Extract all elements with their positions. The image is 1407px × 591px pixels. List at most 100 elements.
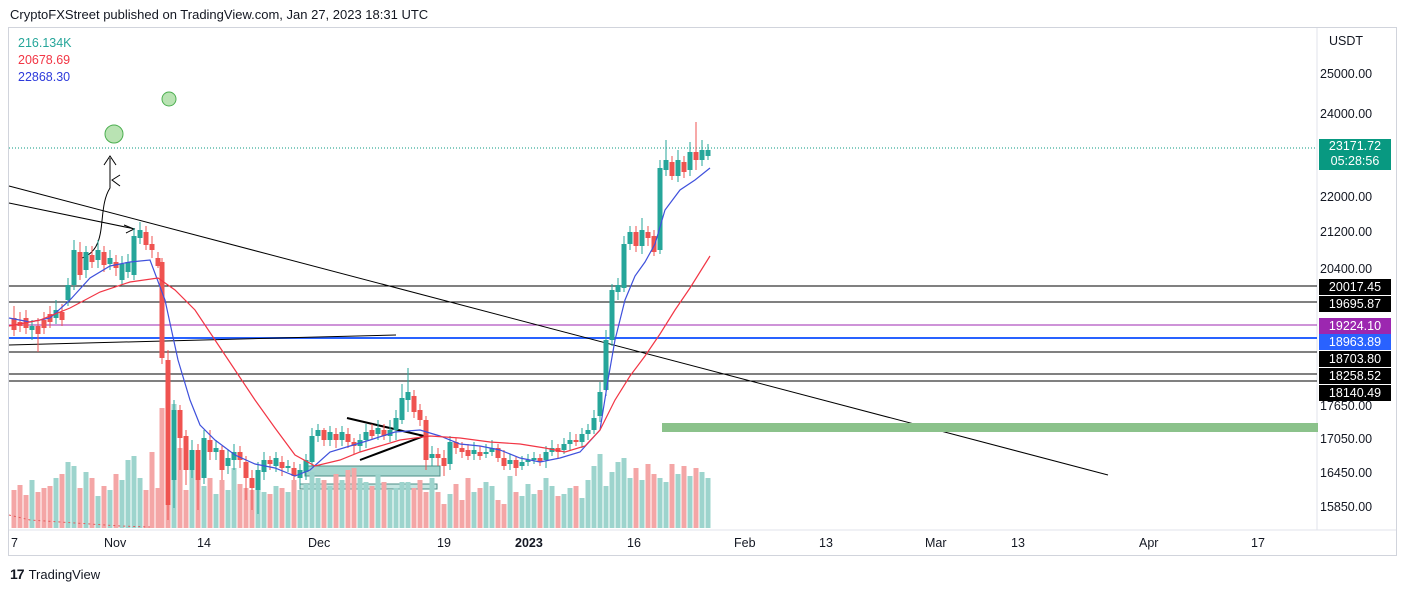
volume-bar — [155, 488, 161, 528]
candle-body — [585, 430, 591, 434]
volume-bar — [53, 478, 59, 528]
price-tick: 20400.00 — [1320, 262, 1373, 276]
volume-bar — [663, 482, 669, 528]
candle-body — [669, 162, 675, 176]
volume-bar — [459, 500, 465, 528]
volume-bar — [11, 490, 17, 528]
candle-body — [447, 442, 453, 464]
candle-body — [573, 440, 579, 442]
volume-bar — [621, 458, 627, 528]
candle-body — [687, 152, 693, 170]
volume-value: 216.134K — [18, 36, 72, 50]
volume-bar — [489, 486, 495, 528]
volume-bar — [393, 488, 399, 528]
candle-body — [279, 462, 285, 468]
candle-body — [333, 434, 339, 440]
volume-bar — [65, 462, 71, 528]
tradingview-logo-icon: 17 — [10, 566, 25, 582]
candle-body — [137, 230, 143, 238]
indicator-legend: 216.134K 20678.69 22868.30 — [18, 35, 72, 86]
volume-bar — [273, 486, 279, 528]
ma-slow-value: 20678.69 — [18, 53, 71, 67]
volume-bar — [387, 490, 393, 528]
level-tag: 18703.80 — [1319, 351, 1391, 367]
candle-body — [231, 452, 237, 460]
level-tag: 20017.45 — [1319, 279, 1391, 295]
current-price-value: 23171.72 — [1328, 139, 1382, 153]
candle-body — [171, 410, 177, 480]
candle-body — [405, 392, 411, 400]
candle-body — [183, 436, 189, 470]
candle-body — [423, 420, 429, 460]
tradingview-branding[interactable]: 17 TradingView — [10, 566, 100, 582]
volume-bar — [143, 490, 149, 528]
volume-bar — [513, 492, 519, 528]
ma-fast-value: 22868.30 — [18, 70, 71, 84]
volume-bar — [573, 486, 579, 528]
volume-bar — [561, 494, 567, 528]
currency-label[interactable]: USDT — [1329, 34, 1364, 48]
candle-body — [219, 450, 225, 470]
candle-body — [603, 340, 609, 390]
volume-bar — [417, 480, 423, 528]
candle-body — [531, 458, 537, 460]
candle-body — [189, 450, 195, 470]
candle-body — [417, 410, 423, 420]
volume-bar — [213, 494, 219, 528]
volume-bar — [113, 474, 119, 528]
volume-bar — [225, 490, 231, 528]
volume-bar — [501, 504, 507, 528]
volume-bar — [315, 478, 321, 528]
publisher-caption: CryptoFXStreet published on TradingView.… — [10, 7, 429, 22]
volume-bar — [603, 486, 609, 528]
volume-bar — [411, 488, 417, 528]
volume-bar — [83, 472, 89, 528]
candle-body — [327, 432, 333, 440]
time-tick: Dec — [308, 536, 331, 550]
volume-bar — [291, 480, 297, 528]
volume-bar — [351, 468, 357, 528]
candle-body — [165, 360, 171, 505]
target-circle-icon — [161, 91, 177, 107]
volume-bar — [453, 484, 459, 528]
candle-body — [213, 448, 219, 452]
candle-body — [131, 236, 137, 275]
candle-body — [489, 448, 495, 452]
volume-bar — [95, 496, 101, 528]
volume-bar — [23, 495, 29, 528]
candle-body — [459, 448, 465, 452]
volume-bar — [89, 478, 95, 528]
candle-body — [177, 410, 183, 438]
price-tick: 24000.00 — [1320, 107, 1373, 121]
volume-bar — [29, 480, 35, 528]
candle-body — [309, 436, 315, 462]
volume-bar — [669, 464, 675, 528]
candle-body — [35, 326, 41, 334]
volume-bar — [579, 498, 585, 528]
volume-bar — [303, 484, 309, 528]
volume-bar — [375, 474, 381, 528]
candle-body — [149, 244, 155, 250]
volume-bar — [41, 488, 47, 528]
volume-bar — [429, 478, 435, 528]
candle-body — [621, 244, 627, 288]
candle-body — [633, 232, 639, 246]
volume-bar — [525, 484, 531, 528]
candle-body — [399, 398, 405, 420]
price-tick: 22000.00 — [1320, 190, 1373, 204]
bar-countdown: 05:28:56 — [1330, 154, 1380, 168]
candle-body — [429, 454, 435, 458]
time-tick: 13 — [819, 536, 833, 550]
candle-body — [249, 478, 255, 488]
volume-bar — [183, 490, 189, 528]
arrow-head-icon — [123, 224, 136, 234]
volume-bar — [675, 474, 681, 528]
volume-bar — [543, 478, 549, 528]
candle-body — [471, 450, 477, 454]
volume-bar — [657, 478, 663, 528]
volume-bar — [681, 466, 687, 528]
candle-body — [285, 466, 291, 468]
candle-body — [705, 150, 711, 156]
candle-body — [291, 468, 297, 476]
